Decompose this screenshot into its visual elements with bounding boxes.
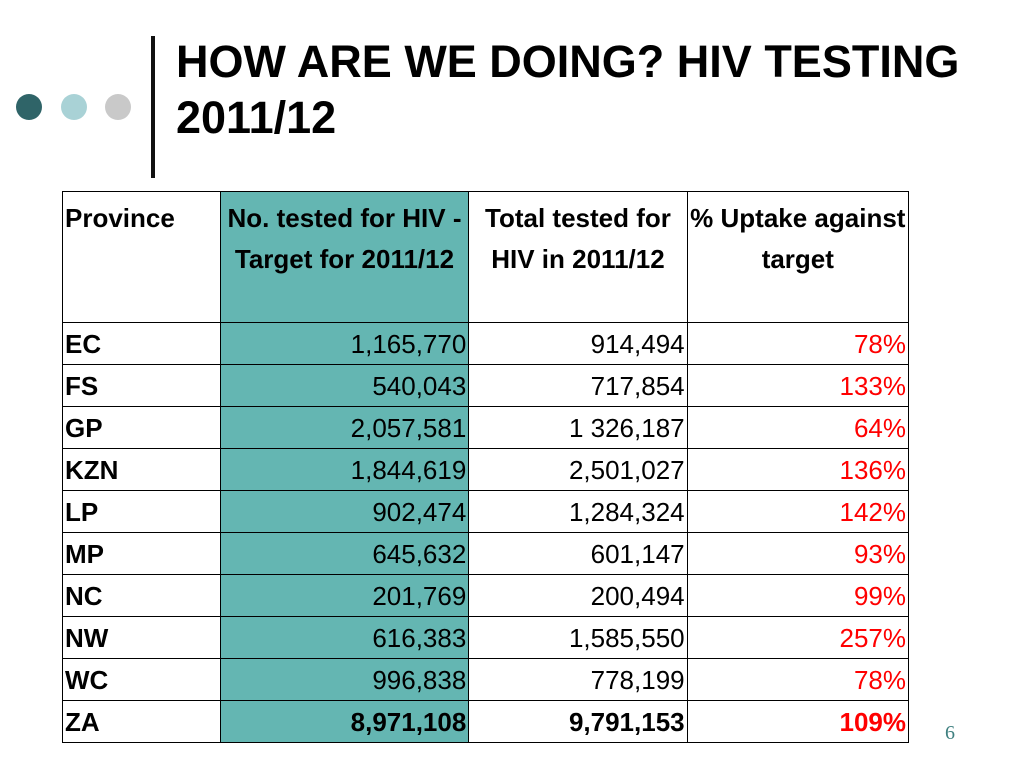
table-row: EC 1,165,770 914,494 78%	[62, 322, 910, 365]
target-cell: 616,383	[219, 616, 470, 659]
province-cell: NC	[62, 574, 221, 617]
total-tested-cell: 1,284,324	[468, 490, 688, 533]
table-header-row: Province No. tested for HIV - Target for…	[62, 191, 910, 323]
target-cell: 2,057,581	[219, 406, 470, 449]
header-province: Province	[62, 191, 221, 323]
target-cell: 645,632	[219, 532, 470, 575]
slide-title: HOW ARE WE DOING? HIV TESTING 2011/12	[176, 36, 960, 143]
header-uptake: % Uptake against target	[686, 191, 910, 323]
target-cell: 1,165,770	[219, 322, 470, 365]
province-cell: KZN	[62, 448, 221, 491]
target-cell: 902,474	[219, 490, 470, 533]
header-target: No. tested for HIV - Target for 2011/12	[219, 191, 470, 323]
table-row: FS 540,043 717,854 133%	[62, 364, 910, 407]
light-teal-dot-icon	[61, 94, 87, 120]
hiv-testing-table: Province No. tested for HIV - Target for…	[62, 191, 910, 743]
target-cell: 996,838	[219, 658, 470, 701]
province-cell: GP	[62, 406, 221, 449]
target-cell: 8,971,108	[219, 700, 470, 743]
uptake-cell: 78%	[686, 322, 910, 365]
dark-teal-dot-icon	[16, 94, 42, 120]
total-tested-cell: 1 326,187	[468, 406, 688, 449]
total-tested-cell: 9,791,153	[468, 700, 688, 743]
province-cell: LP	[62, 490, 221, 533]
table-row: MP 645,632 601,147 93%	[62, 532, 910, 575]
uptake-cell: 109%	[686, 700, 910, 743]
province-cell: MP	[62, 532, 221, 575]
table-row: NC 201,769 200,494 99%	[62, 574, 910, 617]
table-row: NW 616,383 1,585,550 257%	[62, 616, 910, 659]
title-divider	[151, 36, 155, 178]
table-row: KZN 1,844,619 2,501,027 136%	[62, 448, 910, 491]
table-row: LP 902,474 1,284,324 142%	[62, 490, 910, 533]
table-row: GP 2,057,581 1 326,187 64%	[62, 406, 910, 449]
decorative-dots	[16, 94, 136, 122]
uptake-cell: 64%	[686, 406, 910, 449]
header-total-tested: Total tested for HIV in 2011/12	[468, 191, 688, 323]
uptake-cell: 142%	[686, 490, 910, 533]
uptake-cell: 136%	[686, 448, 910, 491]
total-tested-cell: 2,501,027	[468, 448, 688, 491]
total-tested-cell: 717,854	[468, 364, 688, 407]
uptake-cell: 257%	[686, 616, 910, 659]
grey-dot-icon	[105, 94, 131, 120]
total-tested-cell: 601,147	[468, 532, 688, 575]
province-cell: WC	[62, 658, 221, 701]
uptake-cell: 99%	[686, 574, 910, 617]
uptake-cell: 133%	[686, 364, 910, 407]
province-cell: NW	[62, 616, 221, 659]
province-cell: ZA	[62, 700, 221, 743]
total-tested-cell: 914,494	[468, 322, 688, 365]
target-cell: 201,769	[219, 574, 470, 617]
total-tested-cell: 778,199	[468, 658, 688, 701]
table-total-row: ZA 8,971,108 9,791,153 109%	[62, 700, 910, 743]
total-tested-cell: 200,494	[468, 574, 688, 617]
table-row: WC 996,838 778,199 78%	[62, 658, 910, 701]
page-number: 6	[945, 722, 955, 744]
uptake-cell: 93%	[686, 532, 910, 575]
province-cell: EC	[62, 322, 221, 365]
province-cell: FS	[62, 364, 221, 407]
uptake-cell: 78%	[686, 658, 910, 701]
target-cell: 1,844,619	[219, 448, 470, 491]
target-cell: 540,043	[219, 364, 470, 407]
total-tested-cell: 1,585,550	[468, 616, 688, 659]
